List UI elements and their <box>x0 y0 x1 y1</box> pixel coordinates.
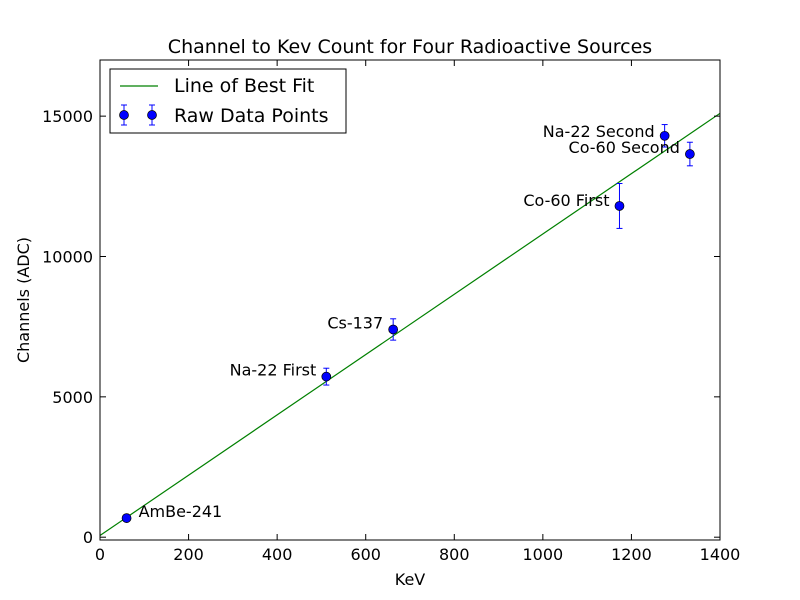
legend-box <box>109 68 347 134</box>
x-tick-label: 200 <box>173 545 204 564</box>
data-point <box>659 130 670 141</box>
y-axis-label: Channels (ADC) <box>14 237 33 363</box>
x-tick-label: 0 <box>95 545 105 564</box>
legend-label-points: Raw Data Points <box>174 105 329 127</box>
legend-point-marker <box>119 110 129 120</box>
y-tick-label: 10000 <box>42 247 93 266</box>
y-tick-label: 15000 <box>42 107 93 126</box>
legend-point-swatch <box>119 104 157 126</box>
data-point <box>321 371 332 382</box>
data-point-group: Na-22 Second <box>543 122 670 148</box>
x-tick-label: 800 <box>439 545 470 564</box>
legend-label-fit: Line of Best Fit <box>174 75 314 97</box>
point-annotation: AmBe-241 <box>139 502 223 521</box>
point-annotation: Cs-137 <box>327 313 383 332</box>
tick-layer: 0 200 400 600 800 1000 1200 1400 0 5000 10000 15000 <box>42 60 740 564</box>
x-tick-label: 400 <box>262 545 293 564</box>
x-axis-label: KeV <box>395 570 426 589</box>
data-point <box>388 324 399 335</box>
data-points-layer: AmBe-241 Na-22 First Cs-137 Co-60 First Na-2… <box>121 122 695 523</box>
plot-area <box>100 60 720 540</box>
data-point <box>614 201 625 211</box>
axes <box>99 59 721 541</box>
x-tick-label: 600 <box>350 545 381 564</box>
data-point-group: AmBe-241 <box>121 502 223 523</box>
data-point-group: Na-22 First <box>230 361 332 386</box>
x-tick-label: 1000 <box>522 545 563 564</box>
legend: Line of Best Fit Raw Data Points <box>109 68 347 134</box>
data-point-group: Cs-137 <box>327 313 399 341</box>
x-tick-label: 1400 <box>700 545 741 564</box>
point-annotation: Co-60 First <box>523 191 609 210</box>
y-tick-label: 5000 <box>52 388 93 407</box>
data-point <box>121 513 132 523</box>
point-annotation: Na-22 First <box>230 361 317 380</box>
point-annotation: Na-22 Second <box>543 122 655 141</box>
chart-title: Channel to Kev Count for Four Radioactiv… <box>168 36 652 58</box>
data-point <box>685 149 695 159</box>
data-point-group: Co-60 Second <box>569 138 695 167</box>
x-tick-label: 1200 <box>611 545 652 564</box>
plot-background <box>100 60 720 540</box>
axes-frame <box>99 59 721 541</box>
point-annotation: Co-60 Second <box>569 138 680 157</box>
data-point-group: Co-60 First <box>523 183 625 229</box>
legend-point-marker <box>147 110 157 120</box>
y-tick-label: 0 <box>83 528 93 547</box>
